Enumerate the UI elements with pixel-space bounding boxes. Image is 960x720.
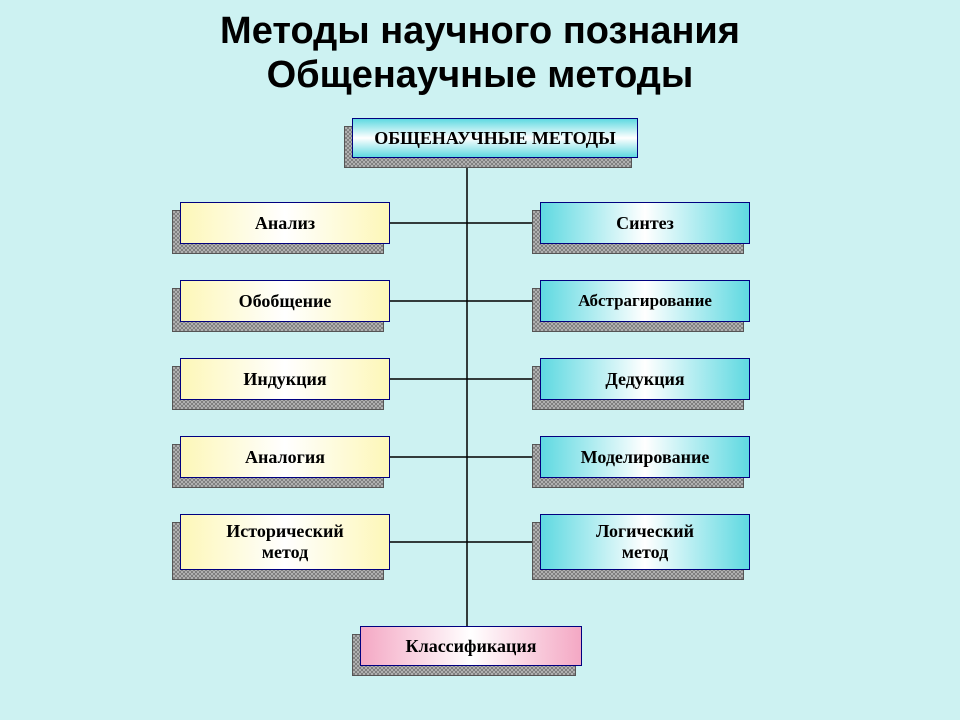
node-plate: Синтез — [540, 202, 750, 244]
page-title: Методы научного познания Общенаучные мет… — [0, 10, 960, 97]
node-label: Исторический метод — [226, 521, 343, 562]
node-induction: Индукция — [180, 358, 390, 400]
node-plate: Обобщение — [180, 280, 390, 322]
node-plate: Индукция — [180, 358, 390, 400]
node-label: Аналогия — [245, 447, 325, 468]
node-label: Обобщение — [239, 291, 332, 312]
node-logical: Логический метод — [540, 514, 750, 570]
connector-layer — [0, 0, 960, 720]
node-plate: Дедукция — [540, 358, 750, 400]
node-label: Абстрагирование — [578, 291, 712, 311]
node-label: Дедукция — [605, 369, 684, 390]
node-generalization: Обобщение — [180, 280, 390, 322]
title-line-1: Методы научного познания — [220, 10, 740, 52]
node-root: ОБЩЕНАУЧНЫЕ МЕТОДЫ — [352, 118, 638, 158]
node-label: Классификация — [406, 636, 537, 657]
node-label: Моделирование — [581, 447, 710, 468]
node-synthesis: Синтез — [540, 202, 750, 244]
node-label: ОБЩЕНАУЧНЫЕ МЕТОДЫ — [374, 128, 616, 149]
node-plate: Аналогия — [180, 436, 390, 478]
node-plate: Анализ — [180, 202, 390, 244]
node-modeling: Моделирование — [540, 436, 750, 478]
node-plate: Исторический метод — [180, 514, 390, 570]
stage: Методы научного познания Общенаучные мет… — [0, 0, 960, 720]
node-abstraction: Абстрагирование — [540, 280, 750, 322]
node-classification: Классификация — [360, 626, 582, 666]
node-deduction: Дедукция — [540, 358, 750, 400]
node-plate: Классификация — [360, 626, 582, 666]
title-line-2: Общенаучные методы — [267, 54, 694, 96]
node-plate: Логический метод — [540, 514, 750, 570]
node-historical: Исторический метод — [180, 514, 390, 570]
node-plate: Моделирование — [540, 436, 750, 478]
node-label: Синтез — [616, 213, 674, 234]
node-analogy: Аналогия — [180, 436, 390, 478]
node-label: Логический метод — [596, 521, 694, 562]
node-plate: Абстрагирование — [540, 280, 750, 322]
node-analysis: Анализ — [180, 202, 390, 244]
node-label: Анализ — [255, 213, 315, 234]
node-label: Индукция — [243, 369, 326, 390]
node-plate: ОБЩЕНАУЧНЫЕ МЕТОДЫ — [352, 118, 638, 158]
